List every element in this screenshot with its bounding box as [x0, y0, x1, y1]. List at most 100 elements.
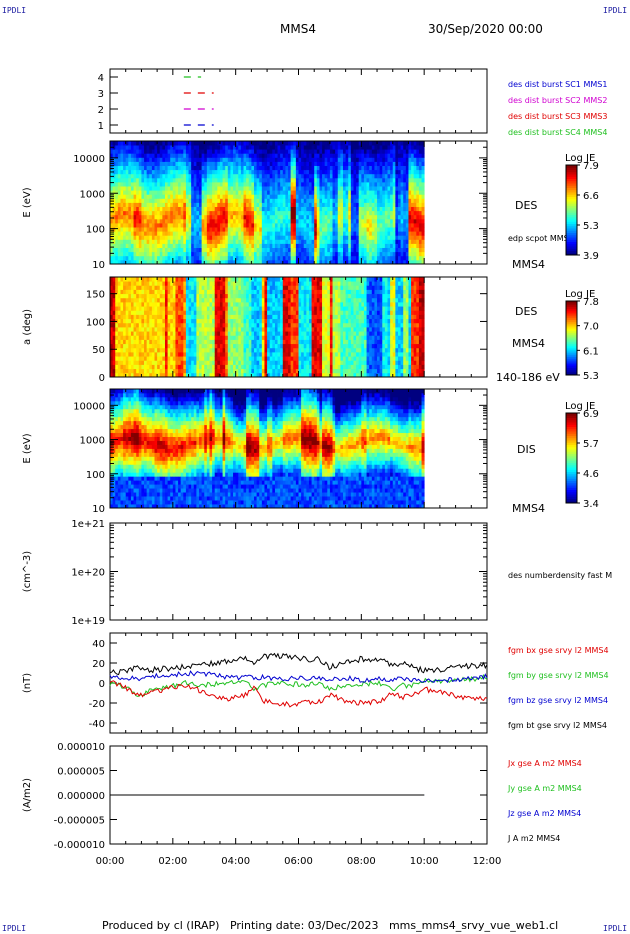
spectrogram-cell	[293, 210, 297, 216]
spectrogram-cell	[233, 194, 237, 199]
spectrogram-cell	[363, 145, 367, 150]
spectrogram-cell	[204, 214, 208, 220]
spectrogram-cell	[405, 173, 409, 179]
spectrogram-cell	[329, 206, 333, 212]
spectrogram-cell	[366, 165, 370, 171]
spectrogram-cell	[366, 210, 370, 216]
spectrogram-cell	[361, 214, 365, 220]
spectrogram-cell	[413, 161, 417, 166]
spectrogram-cell	[379, 243, 383, 248]
spectrogram-cell	[123, 306, 127, 311]
spectrogram-cell	[295, 173, 299, 179]
spectrogram-cell	[277, 255, 281, 261]
y-tick-label: 4	[98, 73, 104, 84]
spectrogram-cell	[335, 145, 339, 150]
spectrogram-cell	[151, 227, 155, 232]
spectrogram-cell	[159, 198, 163, 203]
spectrogram-cell	[199, 149, 203, 154]
spectrogram-cell	[199, 157, 203, 162]
spectrogram-cell	[413, 214, 417, 220]
spectrogram-cell	[222, 293, 226, 299]
spectrogram-cell	[151, 327, 155, 332]
spectrogram-cell	[411, 239, 415, 244]
spectrogram-cell	[314, 145, 318, 150]
spectrogram-cell	[133, 314, 137, 320]
spectrogram-cell	[130, 173, 134, 179]
spectrogram-cell	[201, 169, 205, 175]
spectrogram-cell	[201, 364, 205, 370]
spectrogram-cell	[227, 368, 231, 374]
spectrogram-cell	[115, 352, 119, 357]
spectrogram-cell	[363, 169, 367, 175]
spectrogram-cell	[138, 322, 142, 328]
spectrogram-cell	[308, 243, 312, 248]
spectrogram-cell	[327, 210, 331, 216]
spectrogram-cell	[238, 169, 242, 175]
spectrogram-cell	[196, 293, 200, 299]
spectrogram-cell	[366, 177, 370, 183]
spectrogram-cell	[138, 347, 142, 353]
spectrogram-cell	[206, 202, 210, 207]
spectrogram-cell	[172, 306, 176, 311]
spectrogram-cell	[180, 285, 184, 290]
spectrogram-cell	[316, 259, 320, 265]
spectrogram-cell	[146, 331, 150, 336]
spectrogram-cell	[316, 169, 320, 175]
spectrogram-cell	[371, 157, 375, 162]
spectrogram-cell	[209, 165, 213, 171]
spectrogram-cell	[130, 161, 134, 166]
spectrogram-cell	[233, 186, 237, 191]
spectrogram-cell	[387, 218, 391, 224]
spectrogram-cell	[301, 218, 305, 224]
spectrogram-cell	[167, 289, 171, 295]
spectrogram-cell	[369, 190, 373, 195]
spectrogram-cell	[172, 214, 176, 220]
spectrogram-cell	[377, 247, 381, 253]
spectrogram-cell	[125, 347, 129, 353]
spectrogram-cell	[397, 198, 402, 203]
spectrogram-cell	[115, 173, 119, 179]
spectrogram-cell	[219, 318, 223, 324]
spectrogram-cell	[332, 206, 336, 212]
spectrogram-cell	[332, 165, 336, 171]
spectrogram-cell	[397, 231, 402, 236]
spectrogram-cell	[306, 202, 310, 207]
spectrogram-cell	[316, 173, 320, 179]
spectrogram-cell	[115, 231, 119, 236]
spectrogram-cell	[353, 255, 357, 261]
spectrogram-cell	[130, 356, 134, 361]
spectrogram-cell	[411, 251, 415, 257]
spectrogram-cell	[243, 210, 247, 216]
spectrogram-cell	[196, 322, 200, 328]
spectrogram-cell	[316, 182, 320, 187]
spectrogram-cell	[369, 235, 373, 240]
spectrogram-cell	[295, 161, 299, 166]
spectrogram-cell	[227, 165, 231, 171]
spectrogram-cell	[185, 356, 189, 361]
spectrogram-cell	[217, 310, 221, 315]
spectrogram-cell	[172, 285, 176, 290]
spectrogram-cell	[199, 218, 203, 224]
spectrogram-cell	[319, 190, 323, 195]
spectrogram-cell	[413, 153, 417, 158]
spectrogram-cell	[230, 335, 234, 340]
spectrogram-cell	[395, 177, 399, 183]
spectrogram-cell	[110, 202, 114, 207]
spectrogram-cell	[214, 239, 218, 244]
spectrogram-cell	[288, 141, 292, 146]
spectrogram-cell	[115, 368, 119, 374]
spectrogram-cell	[395, 157, 399, 162]
spectrogram-cell	[115, 360, 119, 365]
spectrogram-cell	[117, 243, 121, 248]
spectrogram-cell	[280, 243, 284, 248]
spectrogram-cell	[162, 289, 166, 295]
spectrogram-cell	[185, 339, 189, 345]
spectrogram-cell	[306, 186, 310, 191]
spectrogram-cell	[290, 182, 294, 187]
spectrogram-cell	[290, 243, 294, 248]
spectrogram-cell	[154, 235, 158, 240]
spectrogram-cell	[133, 331, 137, 336]
spectrogram-cell	[403, 149, 407, 154]
spectrogram-cell	[400, 235, 404, 240]
spectrogram-cell	[201, 239, 205, 244]
